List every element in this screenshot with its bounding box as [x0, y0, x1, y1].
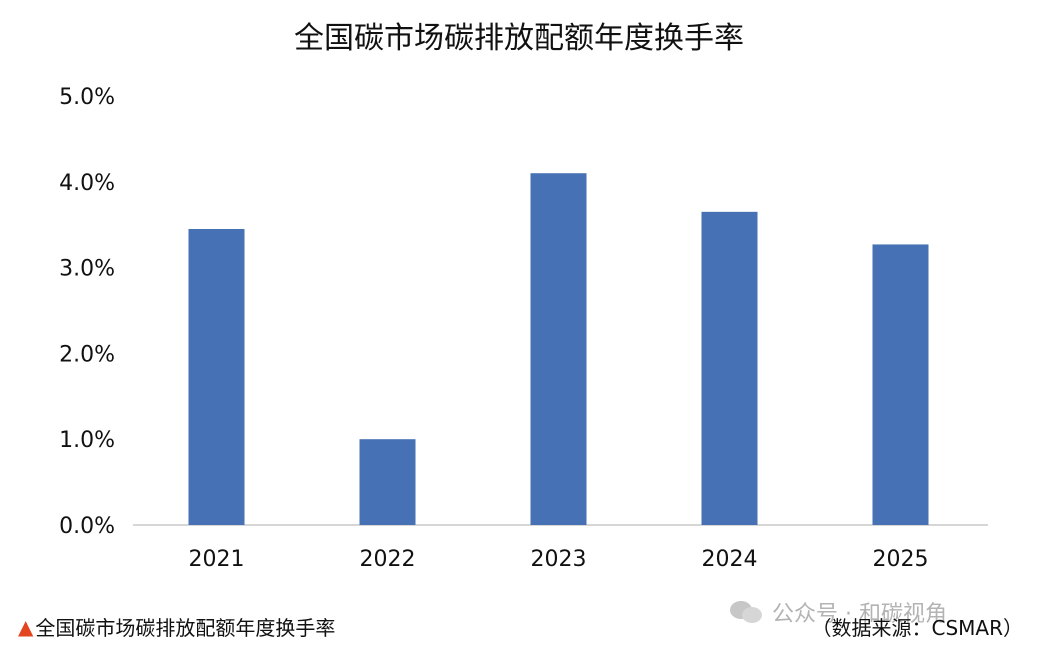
y-tick-label: 5.0%	[59, 85, 115, 110]
bar-2025	[872, 244, 929, 525]
y-tick-label: 4.0%	[59, 171, 115, 196]
bar-2024	[701, 211, 758, 525]
triangle-marker-icon: ▲	[18, 614, 34, 639]
wechat-icon	[730, 599, 764, 625]
y-tick-label: 0.0%	[59, 514, 115, 539]
data-source: （数据来源：CSMAR）	[811, 616, 1024, 640]
caption-text: 全国碳市场碳排放配额年度换手率	[35, 616, 336, 640]
x-tick-label: 2025	[873, 547, 929, 572]
y-tick-label: 2.0%	[59, 342, 115, 367]
x-tick-label: 2021	[189, 547, 245, 572]
figure-caption: ▲ 全国碳市场碳排放配额年度换手率	[18, 612, 335, 641]
chart-title: 全国碳市场碳排放配额年度换手率	[294, 21, 744, 56]
y-axis: 0.0% 1.0% 2.0% 3.0% 4.0% 5.0%	[59, 85, 115, 539]
x-tick-label: 2023	[531, 547, 587, 572]
bar-2022	[359, 439, 416, 525]
bar-2023	[530, 173, 587, 525]
watermark: 公众号 · 和碳视角	[730, 596, 947, 628]
bar-2021	[188, 228, 245, 526]
y-tick-label: 3.0%	[59, 257, 115, 282]
watermark-text: 公众号 · 和碳视角	[772, 602, 947, 627]
x-axis: 2021 2022 2023 2024 2025	[189, 547, 929, 572]
x-tick-label: 2022	[360, 547, 416, 572]
bar-series	[188, 173, 929, 526]
x-tick-label: 2024	[702, 547, 758, 572]
y-tick-label: 1.0%	[59, 428, 115, 453]
